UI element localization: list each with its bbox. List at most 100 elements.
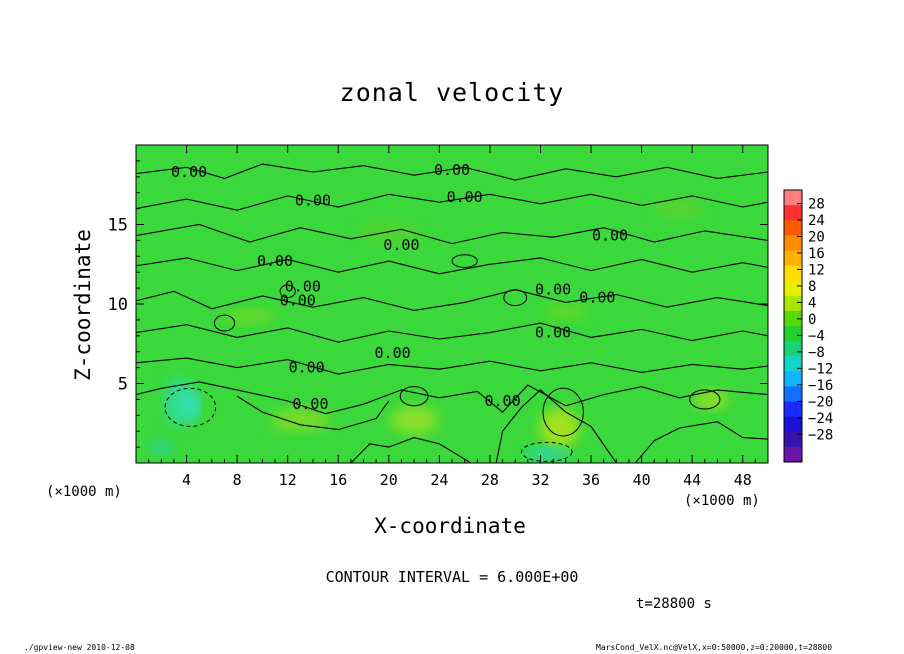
- contour-lines: [136, 163, 768, 463]
- x-tick-label: 12: [279, 471, 297, 489]
- contour-label: 0.00: [535, 323, 571, 341]
- colorbar-segment: [784, 371, 802, 387]
- colorbar-segment: [784, 295, 802, 312]
- contour-line: [136, 289, 768, 311]
- colorbar-tick-label: −20: [808, 394, 833, 410]
- colorbar-tick-label: 12: [808, 262, 825, 278]
- x-tick-label: 48: [734, 471, 752, 489]
- time-label: t=28800 s: [636, 596, 712, 612]
- x-tick-label: 36: [582, 471, 600, 489]
- x-tick-label: 8: [233, 471, 242, 489]
- footer-data-source: MarsCond_VelX.nc@VelX,x=0:50000,z=0:2000…: [596, 643, 833, 652]
- colorbar-tick-label: 4: [808, 295, 816, 311]
- colorbar-segment: [784, 250, 802, 267]
- colorbar-segment: [784, 386, 802, 403]
- field-blob: [183, 391, 200, 420]
- x-tick-label: 20: [380, 471, 398, 489]
- field-blob: [524, 446, 569, 461]
- contour-line: [136, 381, 768, 415]
- colorbar-tick-label: 8: [808, 279, 816, 295]
- field-blob: [223, 308, 276, 325]
- colorbar-segment: [784, 310, 802, 327]
- y-tick-label: 15: [108, 216, 128, 236]
- colorbar-segment: [784, 416, 802, 433]
- colorbar-tick-label: 16: [808, 246, 825, 262]
- colorbar-tick-label: −8: [808, 345, 825, 361]
- field-blob: [390, 406, 439, 435]
- colorbar-segment: [784, 401, 802, 418]
- contour-line: [136, 257, 768, 275]
- colorbar-segment: [784, 341, 802, 357]
- contour-label: 0.00: [171, 163, 207, 181]
- field-blob: [693, 389, 730, 410]
- contour-labels: 0.00 0.00 0.00 0.00 0.00 0.00 0.00 0.00 0.00 0.00…: [171, 161, 628, 413]
- colorbar-segment: [784, 205, 802, 221]
- contour-line: [136, 322, 768, 343]
- contour-label: 0.00: [292, 395, 328, 413]
- colorbar-segment: [784, 265, 802, 282]
- y-tick-label: 10: [108, 295, 128, 315]
- colorbar-tick-label: 28: [808, 196, 825, 212]
- contour-line: [136, 357, 768, 375]
- contour-label: 0.00: [280, 292, 316, 310]
- field-blob: [149, 439, 174, 456]
- colorbar-segment: [784, 190, 802, 206]
- closed-contour: [521, 441, 573, 462]
- colorbar-tick-label: 20: [808, 229, 825, 245]
- closed-contour: [503, 289, 528, 307]
- x-tick-label: 44: [683, 471, 701, 489]
- chart-title: zonal velocity: [339, 78, 565, 107]
- colorbar-segment: [784, 220, 802, 236]
- y-axis-ticks: 5 10 15: [108, 160, 768, 448]
- contour-label: 0.00: [579, 288, 615, 306]
- closed-contour: [213, 314, 236, 332]
- contour-label: 0.00: [375, 344, 411, 362]
- velocity-field: [136, 145, 768, 463]
- closed-contour: [279, 284, 296, 299]
- colorbar-segment: [784, 326, 802, 342]
- contour-label: 0.00: [484, 392, 520, 410]
- x-tick-label: 16: [329, 471, 347, 489]
- x-tick-label: 40: [633, 471, 651, 489]
- contour-line: [136, 163, 768, 181]
- x-axis-unit-right: (×1000 m): [684, 493, 760, 509]
- colorbar-segment: [784, 446, 802, 463]
- colorbar-tick-label: −4: [808, 328, 825, 344]
- field-blob: [358, 222, 419, 243]
- contour-label: 0.00: [535, 280, 571, 298]
- closed-contour: [164, 387, 217, 427]
- x-tick-label: 32: [531, 471, 549, 489]
- colorbar-frame: [783, 189, 803, 463]
- contour-label: 0.00: [289, 358, 325, 376]
- x-axis-unit-left: (×1000 m): [46, 484, 122, 500]
- contour-line: [350, 437, 472, 463]
- contour-line: [236, 395, 390, 431]
- colorbar-tick-label: 0: [808, 312, 816, 328]
- y-tick-label: 5: [118, 375, 128, 395]
- x-tick-label: 24: [430, 471, 448, 489]
- colorbar-tick-label: −28: [808, 427, 833, 443]
- contour-label: 0.00: [434, 161, 470, 179]
- colorbar-tick-label: −12: [808, 361, 833, 377]
- contour-line: [495, 389, 617, 463]
- field-blob: [539, 408, 580, 449]
- closed-contour: [451, 254, 478, 268]
- colorbar-segment: [784, 235, 802, 251]
- field-blob: [653, 200, 706, 217]
- x-tick-label: 4: [182, 471, 191, 489]
- colorbar-segment: [784, 431, 802, 448]
- closed-contour: [689, 389, 721, 410]
- x-tick-label: 28: [481, 471, 499, 489]
- closed-contour: [399, 386, 429, 407]
- contour-line: [136, 193, 768, 211]
- colorbar-tick-label: 24: [808, 213, 825, 229]
- x-axis-ticks: 4 8 12 16 20 24 28 32 36 40 44 48: [148, 145, 756, 489]
- footer-program-date: ./gpview-new 2010-12-08: [24, 643, 135, 652]
- contour-label: 0.00: [592, 226, 628, 244]
- closed-contour: [542, 387, 584, 437]
- contour-label: 0.00: [257, 252, 293, 270]
- contour-line: [634, 421, 768, 463]
- contour-label: 0.00: [295, 191, 331, 209]
